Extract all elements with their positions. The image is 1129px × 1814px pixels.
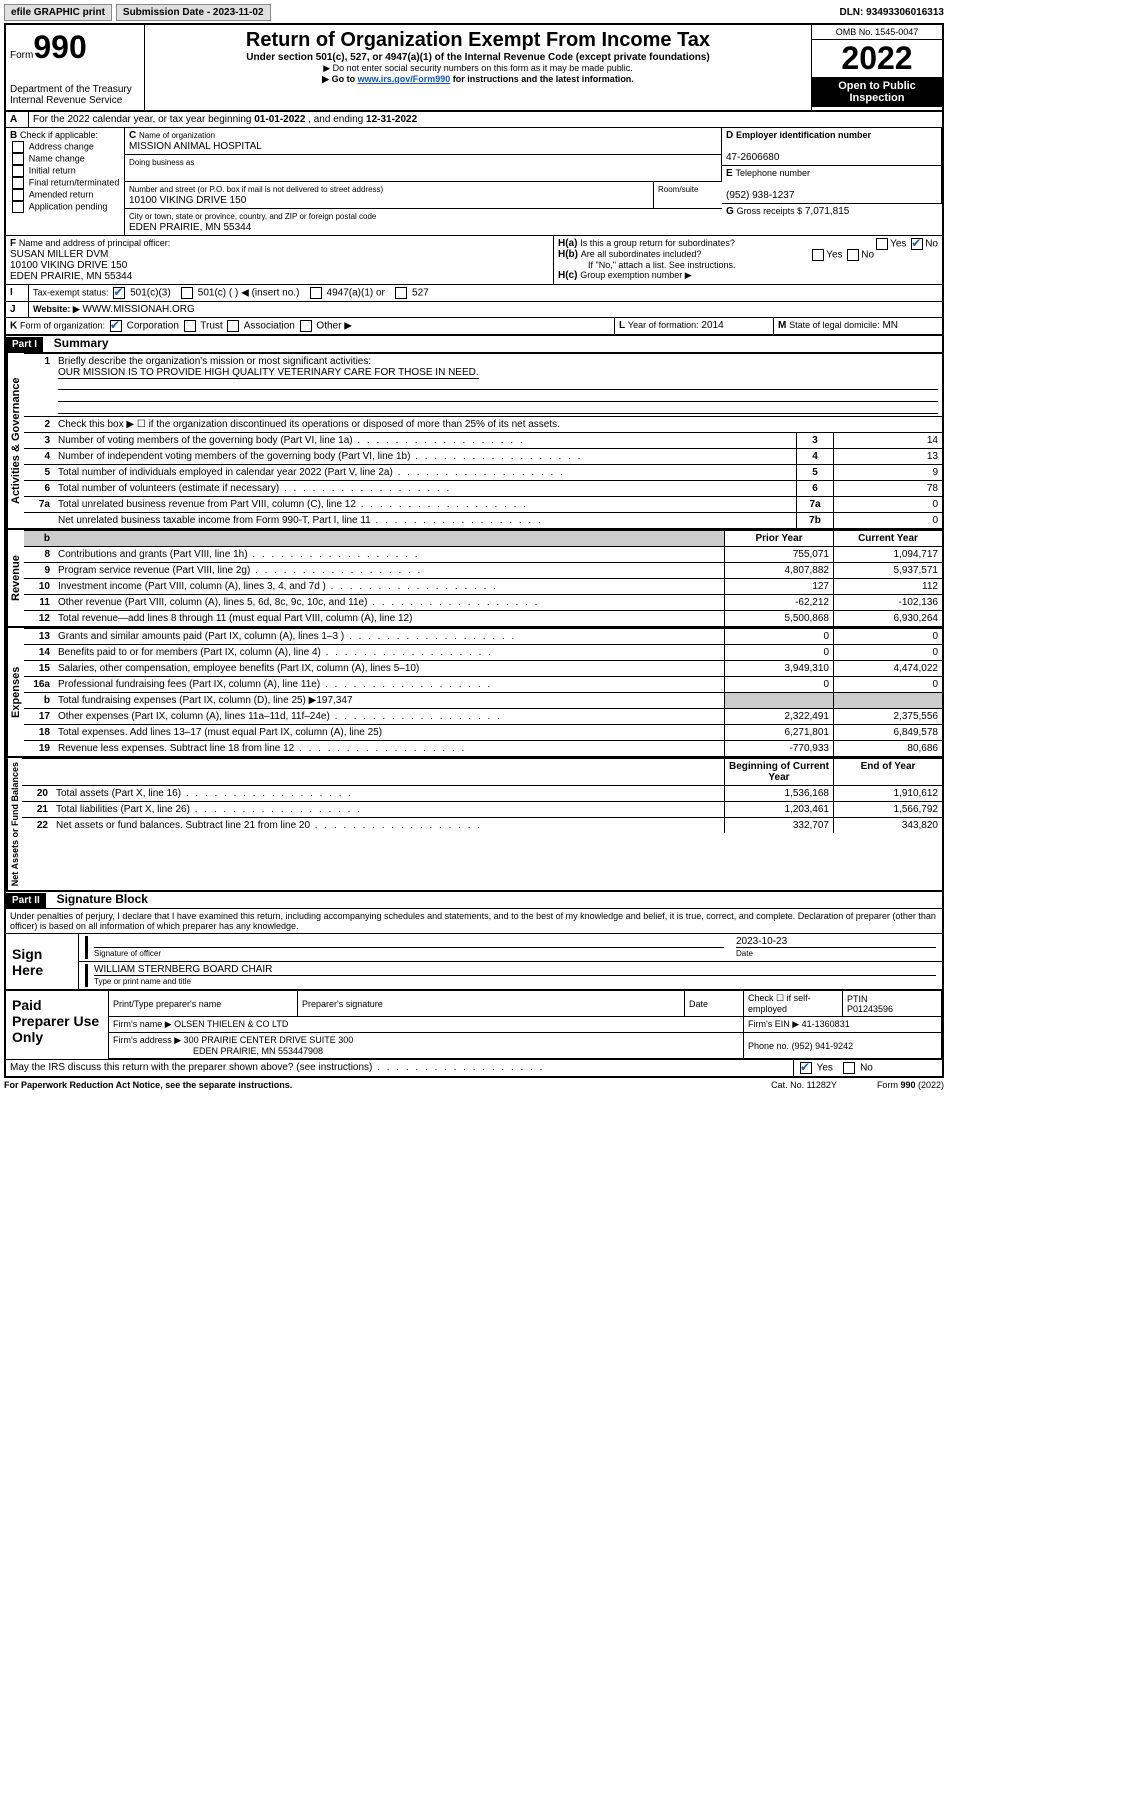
open-inspection-badge: Open to Public Inspection: [812, 77, 942, 107]
rev-line: 8Contributions and grants (Part VIII, li…: [24, 547, 942, 563]
form-subtitle-2: ▶ Do not enter social security numbers o…: [149, 63, 807, 74]
checkbox-hb-yes[interactable]: [812, 249, 824, 261]
checkbox-other[interactable]: [300, 320, 312, 332]
entity-info-block: B Check if applicable: Address change Na…: [6, 127, 942, 235]
checkbox-address-change[interactable]: [12, 141, 24, 153]
checkbox-501c[interactable]: [181, 287, 193, 299]
checkbox-501c3[interactable]: [113, 287, 125, 299]
form-prefix: Form: [10, 50, 33, 61]
net-line: 20Total assets (Part X, line 16)1,536,16…: [22, 786, 942, 802]
exp-line: 14Benefits paid to or for members (Part …: [24, 645, 942, 661]
omb-number: OMB No. 1545-0047: [812, 25, 942, 40]
gov-line: 7aTotal unrelated business revenue from …: [24, 497, 942, 513]
form-subtitle-3: ▶ Go to www.irs.gov/Form990 for instruct…: [149, 74, 807, 85]
checkbox-ha-no[interactable]: [911, 238, 923, 250]
rev-line: 12Total revenue—add lines 8 through 11 (…: [24, 611, 942, 627]
line-j: J Website: ▶ WWW.MISSIONAH.ORG: [6, 301, 942, 317]
checkbox-corporation[interactable]: [110, 320, 122, 332]
officer-group-block: F Name and address of principal officer:…: [6, 235, 942, 284]
gov-line: 6Total number of volunteers (estimate if…: [24, 481, 942, 497]
org-street: 10100 VIKING DRIVE 150: [129, 195, 246, 206]
mission-text: OUR MISSION IS TO PROVIDE HIGH QUALITY V…: [58, 367, 479, 379]
rev-line: 9Program service revenue (Part VIII, lin…: [24, 563, 942, 579]
officer-name: SUSAN MILLER DVM: [10, 249, 108, 260]
exp-line: 15Salaries, other compensation, employee…: [24, 661, 942, 677]
form-container: Form990 Department of the Treasury Inter…: [4, 23, 944, 1078]
checkbox-527[interactable]: [395, 287, 407, 299]
org-city: EDEN PRAIRIE, MN 55344: [129, 222, 251, 233]
gov-line: 5Total number of individuals employed in…: [24, 465, 942, 481]
exp-line: 17Other expenses (Part IX, column (A), l…: [24, 709, 942, 725]
net-line: 21Total liabilities (Part X, line 26)1,2…: [22, 802, 942, 818]
exp-line: 13Grants and similar amounts paid (Part …: [24, 629, 942, 645]
paid-preparer-section: Paid Preparer Use Only Print/Type prepar…: [6, 989, 942, 1059]
form-number: 990: [33, 29, 86, 65]
form-title: Return of Organization Exempt From Incom…: [149, 29, 807, 52]
form-subtitle-1: Under section 501(c), 527, or 4947(a)(1)…: [149, 52, 807, 63]
checkbox-ha-yes[interactable]: [876, 238, 888, 250]
net-line: 22Net assets or fund balances. Subtract …: [22, 818, 942, 834]
ein: 47-2606680: [726, 152, 779, 163]
gross-receipts: 7,071,815: [805, 206, 850, 217]
line-a: A For the 2022 calendar year, or tax yea…: [6, 111, 942, 127]
officer-signature-name: WILLIAM STERNBERG BOARD CHAIR: [94, 964, 936, 975]
checkbox-association[interactable]: [227, 320, 239, 332]
checkbox-discuss-yes[interactable]: [800, 1062, 812, 1074]
gov-line: Net unrelated business taxable income fr…: [24, 513, 942, 529]
checkbox-amended-return[interactable]: [12, 189, 24, 201]
part-ii-header: Part II Signature Block: [6, 890, 942, 908]
line-i: I Tax-exempt status: 501(c)(3) 501(c) ( …: [6, 284, 942, 301]
discuss-row: May the IRS discuss this return with the…: [6, 1059, 942, 1076]
revenue-section: Revenue bPrior YearCurrent Year 8Contrib…: [6, 528, 942, 626]
checkbox-discuss-no[interactable]: [843, 1062, 855, 1074]
rev-line: 11Other revenue (Part VIII, column (A), …: [24, 595, 942, 611]
rev-line: 10Investment income (Part VIII, column (…: [24, 579, 942, 595]
governance-section: Activities & Governance 1 Briefly descri…: [6, 352, 942, 528]
dept-label: Department of the Treasury Internal Reve…: [10, 84, 140, 106]
checkbox-initial-return[interactable]: [12, 165, 24, 177]
checkbox-trust[interactable]: [184, 320, 196, 332]
declaration-text: Under penalties of perjury, I declare th…: [6, 908, 942, 933]
checkbox-4947[interactable]: [310, 287, 322, 299]
gov-line: 4Number of independent voting members of…: [24, 449, 942, 465]
submission-date-button[interactable]: Submission Date - 2023-11-02: [116, 4, 271, 21]
dln-label: DLN: 93493306016313: [839, 7, 944, 18]
exp-line: 19Revenue less expenses. Subtract line 1…: [24, 741, 942, 757]
line-klm: K Form of organization: Corporation Trus…: [6, 317, 942, 334]
efile-button[interactable]: efile GRAPHIC print: [4, 4, 112, 21]
exp-line: bTotal fundraising expenses (Part IX, co…: [24, 693, 942, 709]
top-bar: efile GRAPHIC print Submission Date - 20…: [4, 4, 944, 21]
expenses-section: Expenses 13Grants and similar amounts pa…: [6, 626, 942, 756]
exp-line: 18Total expenses. Add lines 13–17 (must …: [24, 725, 942, 741]
tax-year: 2022: [812, 40, 942, 77]
net-assets-section: Net Assets or Fund Balances Beginning of…: [6, 756, 942, 890]
website: WWW.MISSIONAH.ORG: [83, 304, 195, 315]
checkbox-application-pending[interactable]: [12, 201, 24, 213]
checkbox-final-return[interactable]: [12, 177, 24, 189]
footer: For Paperwork Reduction Act Notice, see …: [4, 1078, 944, 1090]
telephone: (952) 938-1237: [726, 190, 794, 201]
gov-line: 3Number of voting members of the governi…: [24, 433, 942, 449]
signature-section: Sign Here Signature of officer 2023-10-2…: [6, 933, 942, 989]
form-footer-label: Form 990 (2022): [877, 1080, 944, 1090]
irs-link[interactable]: www.irs.gov/Form990: [358, 74, 451, 84]
checkbox-name-change[interactable]: [12, 153, 24, 165]
org-name: MISSION ANIMAL HOSPITAL: [129, 141, 262, 152]
part-i-header: Part I Summary: [6, 334, 942, 352]
checkbox-hb-no[interactable]: [847, 249, 859, 261]
exp-line: 16aProfessional fundraising fees (Part I…: [24, 677, 942, 693]
form-header: Form990 Department of the Treasury Inter…: [6, 25, 942, 111]
